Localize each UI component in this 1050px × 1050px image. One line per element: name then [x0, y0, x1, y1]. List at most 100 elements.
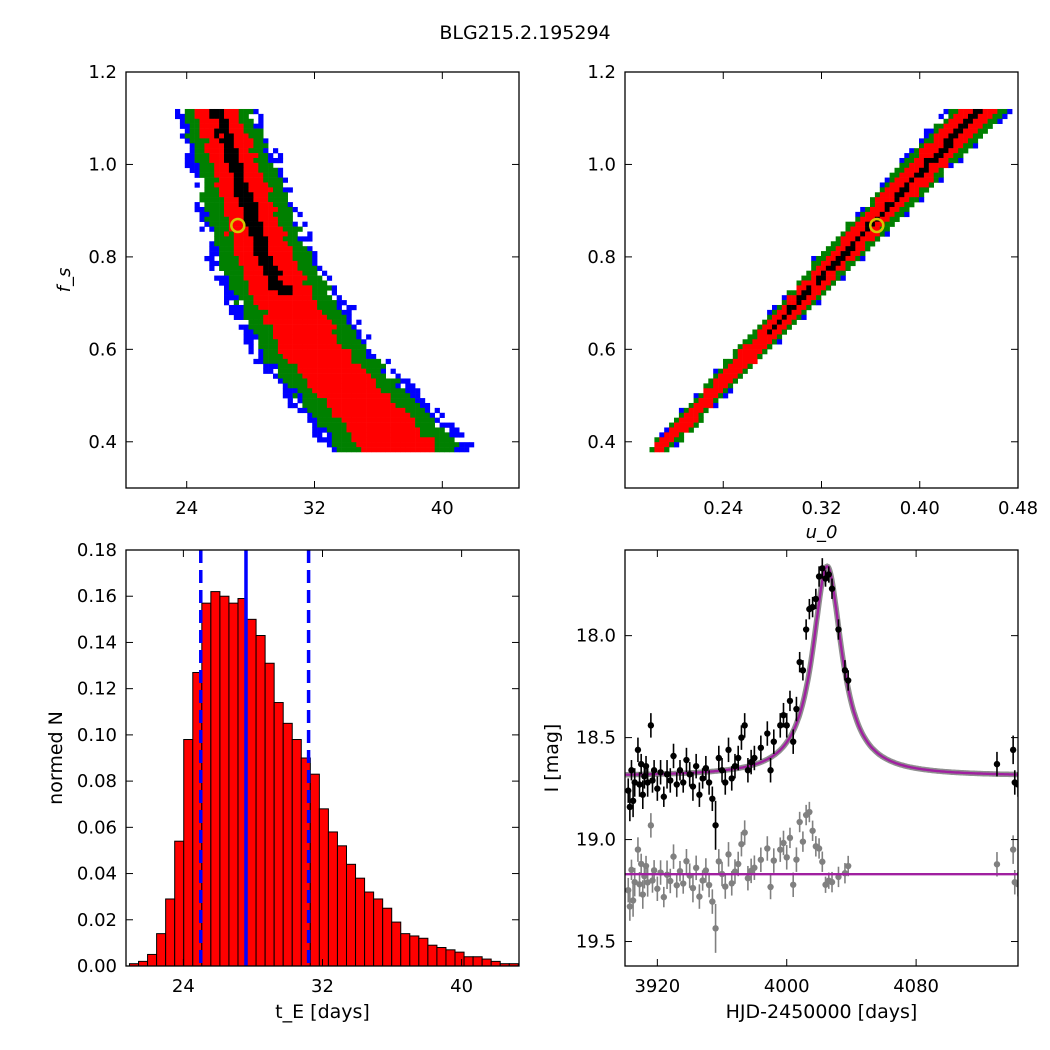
heatmap-cell — [307, 368, 313, 374]
heatmap-cell — [302, 349, 308, 355]
heatmap-cell — [263, 221, 269, 227]
heatmap-cell — [258, 202, 264, 208]
heatmap-cell — [292, 368, 298, 374]
heatmap-cell — [933, 172, 939, 178]
heatmap-cell — [688, 412, 694, 418]
heatmap-cell — [410, 437, 416, 443]
heatmap-cell — [336, 393, 342, 399]
heatmap-cell — [248, 304, 254, 311]
heatmap-cell — [781, 300, 787, 306]
heatmap-cell — [199, 148, 205, 154]
heatmap-cell — [322, 290, 328, 296]
heatmap-cell — [860, 221, 866, 227]
heatmap-cell — [346, 412, 352, 418]
heatmap-cell — [341, 349, 347, 355]
heatmap-cell — [258, 128, 264, 134]
heatmap-cell — [253, 246, 259, 252]
heatmap-cell — [830, 246, 836, 252]
heatmap-cell — [395, 402, 401, 409]
heatmap-cell — [248, 300, 254, 306]
heatmap-cell — [718, 373, 724, 379]
heatmap-cell — [287, 324, 293, 330]
heatmap-cell — [742, 344, 748, 350]
heatmap-cell — [415, 447, 421, 453]
heatmap-cell — [322, 300, 328, 306]
heatmap-cell — [277, 378, 284, 384]
heatmap-cell — [326, 402, 333, 409]
heatmap-cell — [224, 211, 230, 218]
heatmap-cells — [649, 108, 1013, 453]
heatmap-cell — [194, 172, 200, 178]
heatmap-cell — [747, 358, 753, 365]
heatmap-cell — [282, 216, 288, 222]
heatmap-cell — [258, 358, 264, 365]
heatmap-cell — [268, 172, 274, 178]
heatmap-cell — [356, 373, 362, 379]
heatmap-cell — [678, 407, 685, 414]
heatmap-cell — [273, 236, 279, 242]
heatmap-cell — [874, 202, 881, 208]
data-point — [657, 769, 664, 776]
heatmap-cell — [987, 108, 993, 115]
heatmap-cell — [238, 275, 244, 281]
heatmap-cell — [943, 157, 949, 164]
heatmap-cell — [214, 167, 220, 173]
heatmap-cell — [282, 285, 288, 291]
heatmap-cell — [884, 211, 890, 218]
heatmap-cell — [292, 246, 298, 252]
heatmap-cell — [884, 202, 890, 208]
heatmap-cell — [796, 290, 802, 296]
heatmap-cell — [199, 206, 205, 213]
histogram-bar — [282, 722, 293, 967]
heatmap-cell — [341, 324, 347, 330]
heatmap-cell — [326, 363, 333, 369]
heatmap-cell — [390, 402, 396, 409]
heatmap-cell — [194, 118, 200, 124]
heatmap-cell — [375, 407, 382, 414]
heatmap-cell — [718, 383, 724, 389]
heatmap-cell — [429, 427, 435, 433]
heatmap-cell — [326, 353, 333, 360]
heatmap-cell — [199, 108, 205, 115]
heatmap-cell — [322, 412, 328, 418]
heatmap-cell — [307, 398, 313, 404]
heatmap-cell — [346, 427, 352, 433]
heatmap-cell — [904, 202, 910, 208]
heatmap-cell — [307, 383, 313, 389]
heatmap-cell — [375, 388, 382, 394]
y-tick-label: 0.10 — [77, 725, 117, 746]
panel-top-left: 24 32 400.40.60.81.01.2f_s — [54, 62, 520, 519]
heatmap-cell — [904, 211, 910, 218]
heatmap-cell — [923, 133, 930, 139]
residual-point — [702, 867, 710, 874]
heatmap-cell — [870, 211, 876, 218]
heatmap-cell — [385, 402, 391, 409]
heatmap-cell — [263, 192, 269, 198]
heatmap-cell — [273, 172, 279, 178]
heatmap-cell — [341, 412, 347, 418]
heatmap-cell — [919, 177, 925, 183]
data-point — [783, 722, 790, 729]
heatmap-cell — [248, 270, 254, 276]
heatmap-cell — [395, 373, 401, 379]
heatmap-cell — [410, 402, 416, 409]
heatmap-cell — [322, 344, 328, 350]
heatmap-cell — [268, 251, 274, 257]
heatmap-cell — [204, 123, 210, 129]
heatmap-cell — [287, 378, 293, 384]
heatmap-cell — [219, 231, 225, 237]
heatmap-cell — [825, 260, 832, 267]
heatmap-cell — [830, 251, 836, 257]
heatmap-cell — [248, 260, 254, 267]
heatmap-cell — [268, 270, 274, 276]
heatmap-cell — [351, 442, 357, 448]
heatmap-cell — [420, 412, 426, 418]
heatmap-cell — [914, 197, 920, 203]
heatmap-cell — [263, 202, 269, 208]
heatmap-cell — [258, 280, 264, 286]
heatmap-cell — [366, 412, 372, 418]
heatmap-cell — [268, 236, 274, 242]
heatmap-cell — [292, 231, 298, 237]
heatmap-cell — [233, 285, 239, 291]
